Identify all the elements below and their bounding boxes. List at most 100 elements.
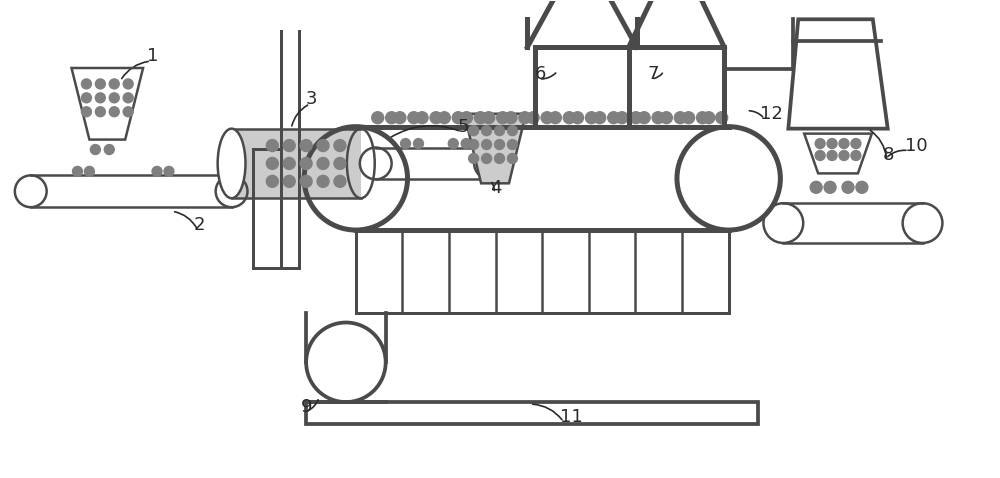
Circle shape [95,79,105,89]
Circle shape [839,139,849,149]
Circle shape [448,139,458,149]
Circle shape [594,112,606,124]
Circle shape [283,175,295,187]
Circle shape [438,112,450,124]
Circle shape [483,112,495,124]
Circle shape [482,140,492,150]
Circle shape [123,93,133,103]
Circle shape [300,140,312,152]
Circle shape [616,112,628,124]
Circle shape [827,139,837,149]
Circle shape [317,175,329,187]
Circle shape [652,112,664,124]
Circle shape [716,112,728,124]
Circle shape [109,107,119,117]
Ellipse shape [218,129,245,198]
Circle shape [81,93,91,103]
Circle shape [683,112,695,124]
Circle shape [283,157,295,169]
Circle shape [469,140,479,150]
Circle shape [674,112,686,124]
Text: 2: 2 [194,216,205,234]
Circle shape [334,140,346,152]
Circle shape [104,144,114,154]
Circle shape [851,139,861,149]
Circle shape [469,153,479,163]
Circle shape [469,126,479,136]
Circle shape [408,112,420,124]
Circle shape [300,157,312,169]
Circle shape [81,79,91,89]
Circle shape [505,112,517,124]
Text: 9: 9 [301,398,313,416]
Circle shape [95,107,105,117]
Circle shape [372,112,384,124]
Circle shape [856,181,868,193]
Circle shape [90,144,100,154]
Circle shape [430,112,442,124]
Circle shape [842,181,854,193]
Circle shape [164,166,174,176]
Circle shape [317,157,329,169]
Circle shape [495,140,504,150]
Bar [356,230,729,313]
Text: 11: 11 [560,408,582,426]
Circle shape [95,93,105,103]
Text: 3: 3 [306,90,318,108]
Circle shape [703,112,715,124]
Circle shape [608,112,620,124]
Circle shape [266,140,278,152]
Circle shape [482,153,492,163]
Text: 6: 6 [535,65,546,83]
Circle shape [507,126,517,136]
Circle shape [519,112,531,124]
Circle shape [334,175,346,187]
Circle shape [300,175,312,187]
Circle shape [851,151,861,161]
Circle shape [84,166,94,176]
Text: 4: 4 [490,179,502,197]
Circle shape [630,112,642,124]
Circle shape [283,140,295,152]
Circle shape [152,166,162,176]
Circle shape [495,126,504,136]
Text: 7: 7 [647,65,659,83]
Circle shape [497,112,509,124]
Text: 1: 1 [147,47,158,65]
Circle shape [495,153,504,163]
Circle shape [810,181,822,193]
Circle shape [660,112,672,124]
Circle shape [461,139,471,149]
Circle shape [123,107,133,117]
Circle shape [507,140,517,150]
Circle shape [527,112,539,124]
Polygon shape [464,114,526,184]
Circle shape [549,112,561,124]
Circle shape [586,112,597,124]
Circle shape [266,157,278,169]
Bar [306,402,758,424]
Circle shape [81,107,91,117]
Circle shape [394,112,406,124]
Circle shape [461,112,472,124]
Circle shape [123,79,133,89]
Circle shape [541,112,553,124]
Circle shape [317,140,329,152]
Circle shape [815,151,825,161]
Circle shape [334,157,346,169]
Circle shape [72,166,82,176]
Circle shape [839,151,849,161]
Circle shape [109,93,119,103]
Text: 8: 8 [883,146,894,164]
Circle shape [452,112,464,124]
Circle shape [416,112,428,124]
Circle shape [474,112,486,124]
Circle shape [697,112,708,124]
Text: 10: 10 [905,137,927,154]
Circle shape [401,139,411,149]
Circle shape [563,112,575,124]
Circle shape [638,112,650,124]
Circle shape [414,139,423,149]
Circle shape [815,139,825,149]
Text: 5: 5 [457,118,469,136]
